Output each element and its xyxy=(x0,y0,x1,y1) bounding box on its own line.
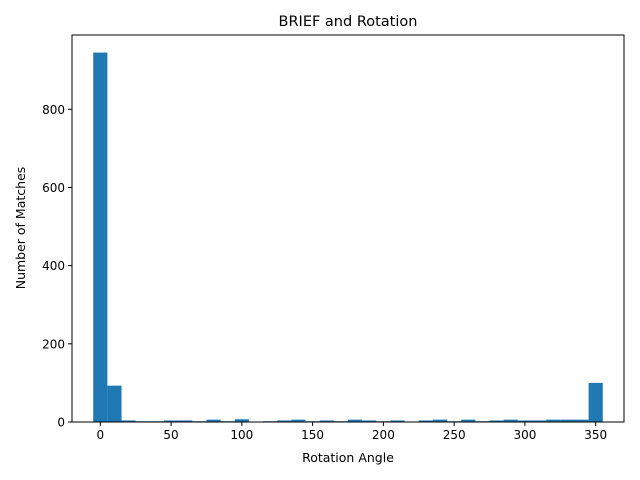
histogram-bar-14 xyxy=(291,419,306,422)
histogram-bar-34 xyxy=(574,419,589,422)
histogram-bar-19 xyxy=(362,420,377,422)
y-tick-label-0: 0 xyxy=(57,416,65,430)
x-tick-label-0: 0 xyxy=(96,428,104,442)
histogram-bar-6 xyxy=(178,420,193,422)
histogram-bar-10 xyxy=(234,419,249,422)
x-tick-label-3: 150 xyxy=(301,428,324,442)
x-axis-label: Rotation Angle xyxy=(302,450,394,465)
histogram-bar-30 xyxy=(517,420,532,422)
y-axis-ticks: 0 200 400 600 800 xyxy=(42,103,72,430)
histogram-bar-1 xyxy=(107,385,122,422)
x-tick-label-1: 50 xyxy=(163,428,178,442)
y-axis-label: Number of Matches xyxy=(13,167,28,290)
x-axis-ticks: 0 50 100 150 200 250 300 350 xyxy=(96,422,607,442)
histogram-bar-21 xyxy=(390,420,405,422)
x-tick-label-5: 250 xyxy=(443,428,466,442)
y-tick-label-1: 200 xyxy=(42,337,65,351)
histogram-bar-35 xyxy=(588,382,603,422)
x-tick-label-2: 100 xyxy=(230,428,253,442)
y-tick-label-4: 800 xyxy=(42,103,65,117)
plot-frame xyxy=(71,34,625,423)
histogram-bar-31 xyxy=(532,420,547,422)
x-tick-label-6: 300 xyxy=(513,428,536,442)
histogram-bar-28 xyxy=(489,420,504,422)
histogram-bar-32 xyxy=(546,419,561,422)
histogram-bar-24 xyxy=(432,419,448,422)
histogram-bar-26 xyxy=(461,419,476,422)
histogram-bar-29 xyxy=(503,419,518,422)
x-tick-label-4: 200 xyxy=(372,428,395,442)
histogram-bar-5 xyxy=(164,420,179,422)
histogram-bar-0 xyxy=(93,52,108,423)
histogram-bar-13 xyxy=(277,420,292,422)
x-tick-label-7: 350 xyxy=(584,428,607,442)
histogram-bar-16 xyxy=(319,420,334,422)
histogram-bar-33 xyxy=(560,419,575,422)
y-tick-label-2: 400 xyxy=(42,259,65,273)
histogram-bar-23 xyxy=(418,420,433,422)
y-tick-label-3: 600 xyxy=(42,181,65,195)
histogram-bar-18 xyxy=(348,419,363,422)
chart-title: BRIEF and Rotation xyxy=(279,14,418,30)
histogram-bar-2 xyxy=(121,420,136,422)
histogram-bar-8 xyxy=(206,419,221,422)
